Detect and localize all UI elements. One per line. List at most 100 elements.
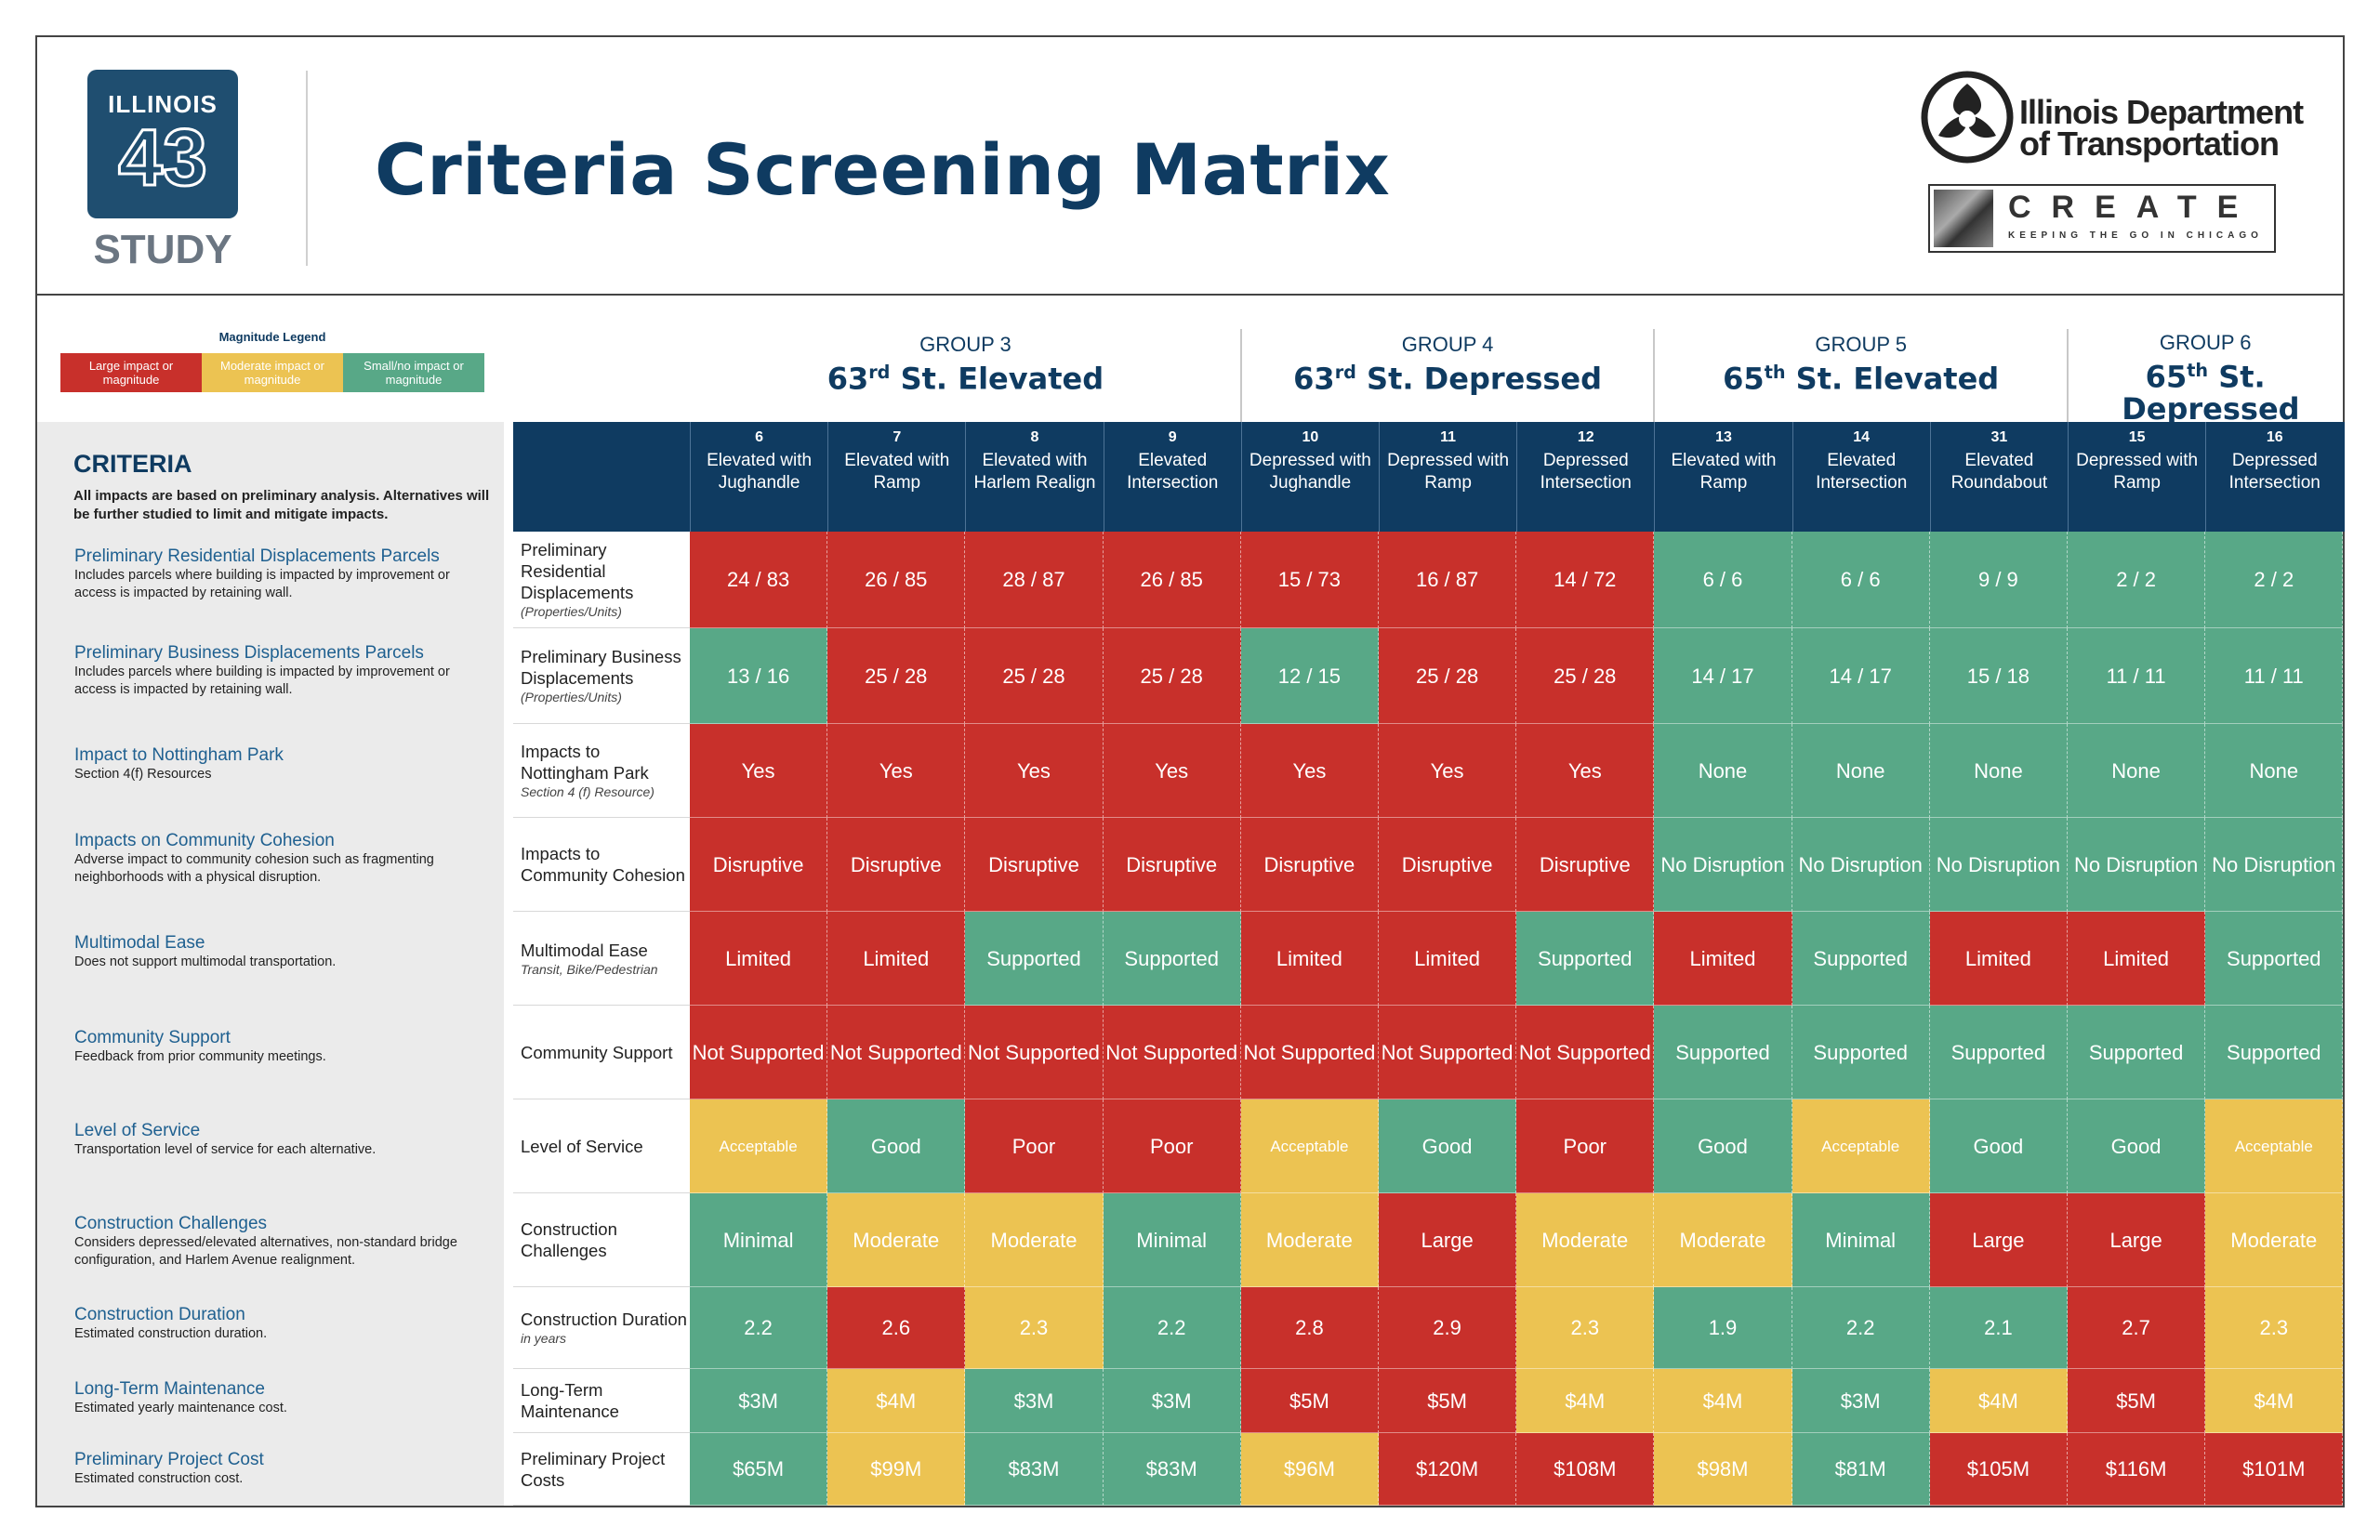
group-label: GROUP 6 [2159,331,2252,354]
matrix-cell: No Disruption [1792,818,1930,912]
matrix-cell: Limited [2068,912,2206,1006]
row-label-text: Construction Challenges [521,1219,617,1260]
matrix-cell: Poor [965,1099,1104,1193]
row-label-text: Long-Term Maintenance [521,1380,619,1421]
criteria-description: Considers depressed/elevated alternative… [74,1235,457,1268]
matrix-cell: Yes [827,724,966,818]
page-title: Criteria Screening Matrix [375,128,1391,211]
matrix-cell: Supported [1792,912,1930,1006]
row-label-note: Transit, Bike/Pedestrian [521,961,658,977]
matrix-cell: Good [1929,1099,2068,1193]
matrix-cell: Acceptable [690,1099,828,1193]
matrix-cell: $120M [1379,1433,1517,1506]
criteria-item: Preliminary Residential Displacements Pa… [74,546,493,602]
matrix-cell: Supported [2068,1006,2206,1099]
matrix-cell: Limited [1240,912,1379,1006]
row-label: Multimodal Ease Transit, Bike/Pedestrian [513,912,690,1006]
criteria-item: Community Support Feedback from prior com… [74,1028,493,1066]
matrix-cell: $3M [965,1369,1104,1433]
matrix-cell: Limited [1654,912,1792,1006]
matrix-cell: $105M [1929,1433,2068,1506]
criteria-item: Impact to Nottingham Park Section 4(f) Re… [74,745,493,783]
matrix-cell: Good [1654,1099,1792,1193]
row-label-note: Section 4 (f) Resource) [521,784,654,799]
group-header: GROUP 6 65th St. Depressed [2068,331,2343,425]
row-label-text: Preliminary Residential Displacements [521,540,634,602]
row-label-text: Construction Duration [521,1310,687,1329]
matrix-cell: 9 / 9 [1929,532,2068,628]
column-label: Depressed with Ramp [1387,451,1510,493]
matrix-cell: Disruptive [1379,818,1517,912]
row-label-text: Impacts to Nottingham Park [521,742,649,783]
matrix-cell: 25 / 28 [1379,628,1517,724]
group-header: GROUP 5 65th St. Elevated [1654,333,2068,395]
idot-logo-icon [1921,71,2014,168]
matrix-cell: Disruptive [690,818,828,912]
legend-swatch-large: Large impact or magnitude [60,353,202,392]
matrix-cell: Yes [690,724,828,818]
matrix-cell: 2 / 2 [2205,532,2344,628]
criteria-item: Impacts on Community Cohesion Adverse imp… [74,831,493,887]
matrix-cell: $4M [827,1369,966,1433]
matrix-cell: $3M [690,1369,828,1433]
criteria-item: Level of Service Transportation level of … [74,1121,493,1159]
matrix-cell: Acceptable [1240,1099,1379,1193]
row-label: Level of Service [513,1099,690,1193]
matrix-cell: 15 / 73 [1240,532,1379,628]
matrix-cell: Supported [2205,1006,2344,1099]
matrix-cell: 25 / 28 [827,628,966,724]
matrix-cell: Supported [2205,912,2344,1006]
matrix-cell: Disruptive [1516,818,1655,912]
matrix-cell: Good [2068,1099,2206,1193]
criteria-item: Construction Challenges Considers depress… [74,1214,493,1270]
create-tagline: KEEPING THE GO IN CHICAGO [2008,230,2263,241]
criteria-description: Estimated yearly maintenance cost. [74,1401,287,1415]
row-label-note: in years [521,1331,567,1346]
criteria-description: Includes parcels where building is impac… [74,665,450,697]
matrix-cell: None [2068,724,2206,818]
column-header: 10 Depressed with Jughandle [1240,422,1379,532]
matrix-cell: None [2205,724,2344,818]
group-label: GROUP 5 [1815,333,1907,356]
row-label: Construction Duration in years [513,1287,690,1369]
column-label: Elevated Intersection [1127,451,1219,493]
matrix-cell: Limited [690,912,828,1006]
matrix-cell: Moderate [827,1193,966,1287]
matrix-cell: $5M [1240,1369,1379,1433]
matrix-cell: $4M [1654,1369,1792,1433]
criteria-item: Long-Term Maintenance Estimated yearly ma… [74,1379,493,1417]
matrix-cell: 28 / 87 [965,532,1104,628]
matrix-cell: Not Supported [690,1006,828,1099]
row-label: Preliminary Residential Displacements (Pr… [513,532,690,628]
criteria-name: Impacts on Community Cohesion [74,831,335,850]
criteria-name: Construction Duration [74,1305,245,1324]
matrix-cell: Poor [1103,1099,1241,1193]
matrix-cell: $3M [1792,1369,1930,1433]
column-number: 6 [755,429,764,445]
criteria-description: Includes parcels where building is impac… [74,568,450,600]
matrix-cell: Supported [1929,1006,2068,1099]
criteria-description: Feedback from prior community meetings. [74,1049,326,1064]
criteria-name: Multimodal Ease [74,933,205,953]
column-number: 10 [1302,429,1319,445]
column-number: 14 [1853,429,1871,445]
matrix-cell: None [1929,724,2068,818]
row-label-text: Preliminary Project Costs [521,1448,666,1490]
matrix-cell: 2.8 [1240,1287,1379,1369]
column-label: Elevated Intersection [1816,451,1908,493]
column-number: 11 [1440,429,1457,445]
row-label: Long-Term Maintenance [513,1369,690,1433]
logo-study-text: STUDY [93,227,232,272]
criteria-panel [37,422,504,1506]
matrix-cell: $3M [1103,1369,1241,1433]
group-name: 65th St. Depressed [2122,359,2300,427]
row-label: Preliminary Project Costs [513,1433,690,1506]
matrix-cell: Not Supported [1103,1006,1241,1099]
group-header: GROUP 4 63rd St. Depressed [1241,333,1655,395]
column-number: 12 [1577,429,1594,445]
criteria-name: Preliminary Residential Displacements Pa… [74,546,440,566]
criteria-item: Multimodal Ease Does not support multimod… [74,933,493,971]
criteria-description: Estimated construction duration. [74,1326,268,1341]
matrix-cell: Not Supported [965,1006,1104,1099]
matrix-cell: $5M [2068,1369,2206,1433]
